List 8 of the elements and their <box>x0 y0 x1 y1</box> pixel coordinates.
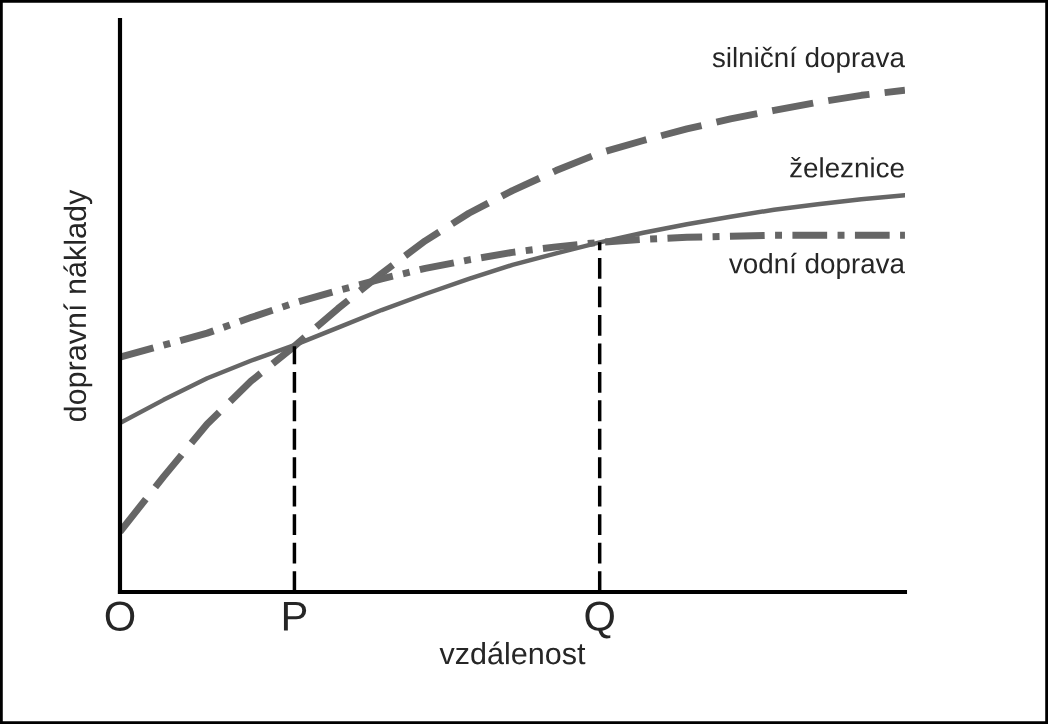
series-label: silniční doprava <box>712 46 905 73</box>
x-tick-label: Q <box>585 601 614 639</box>
x-axis-title: vzdálenost <box>439 641 586 665</box>
series-label: železnice <box>790 157 904 178</box>
x-tick-label: O <box>105 601 135 631</box>
series-label: vodní doprava <box>729 252 905 279</box>
y-axis-title: dopravní náklady <box>63 189 93 422</box>
x-tick-label: P <box>283 601 307 631</box>
